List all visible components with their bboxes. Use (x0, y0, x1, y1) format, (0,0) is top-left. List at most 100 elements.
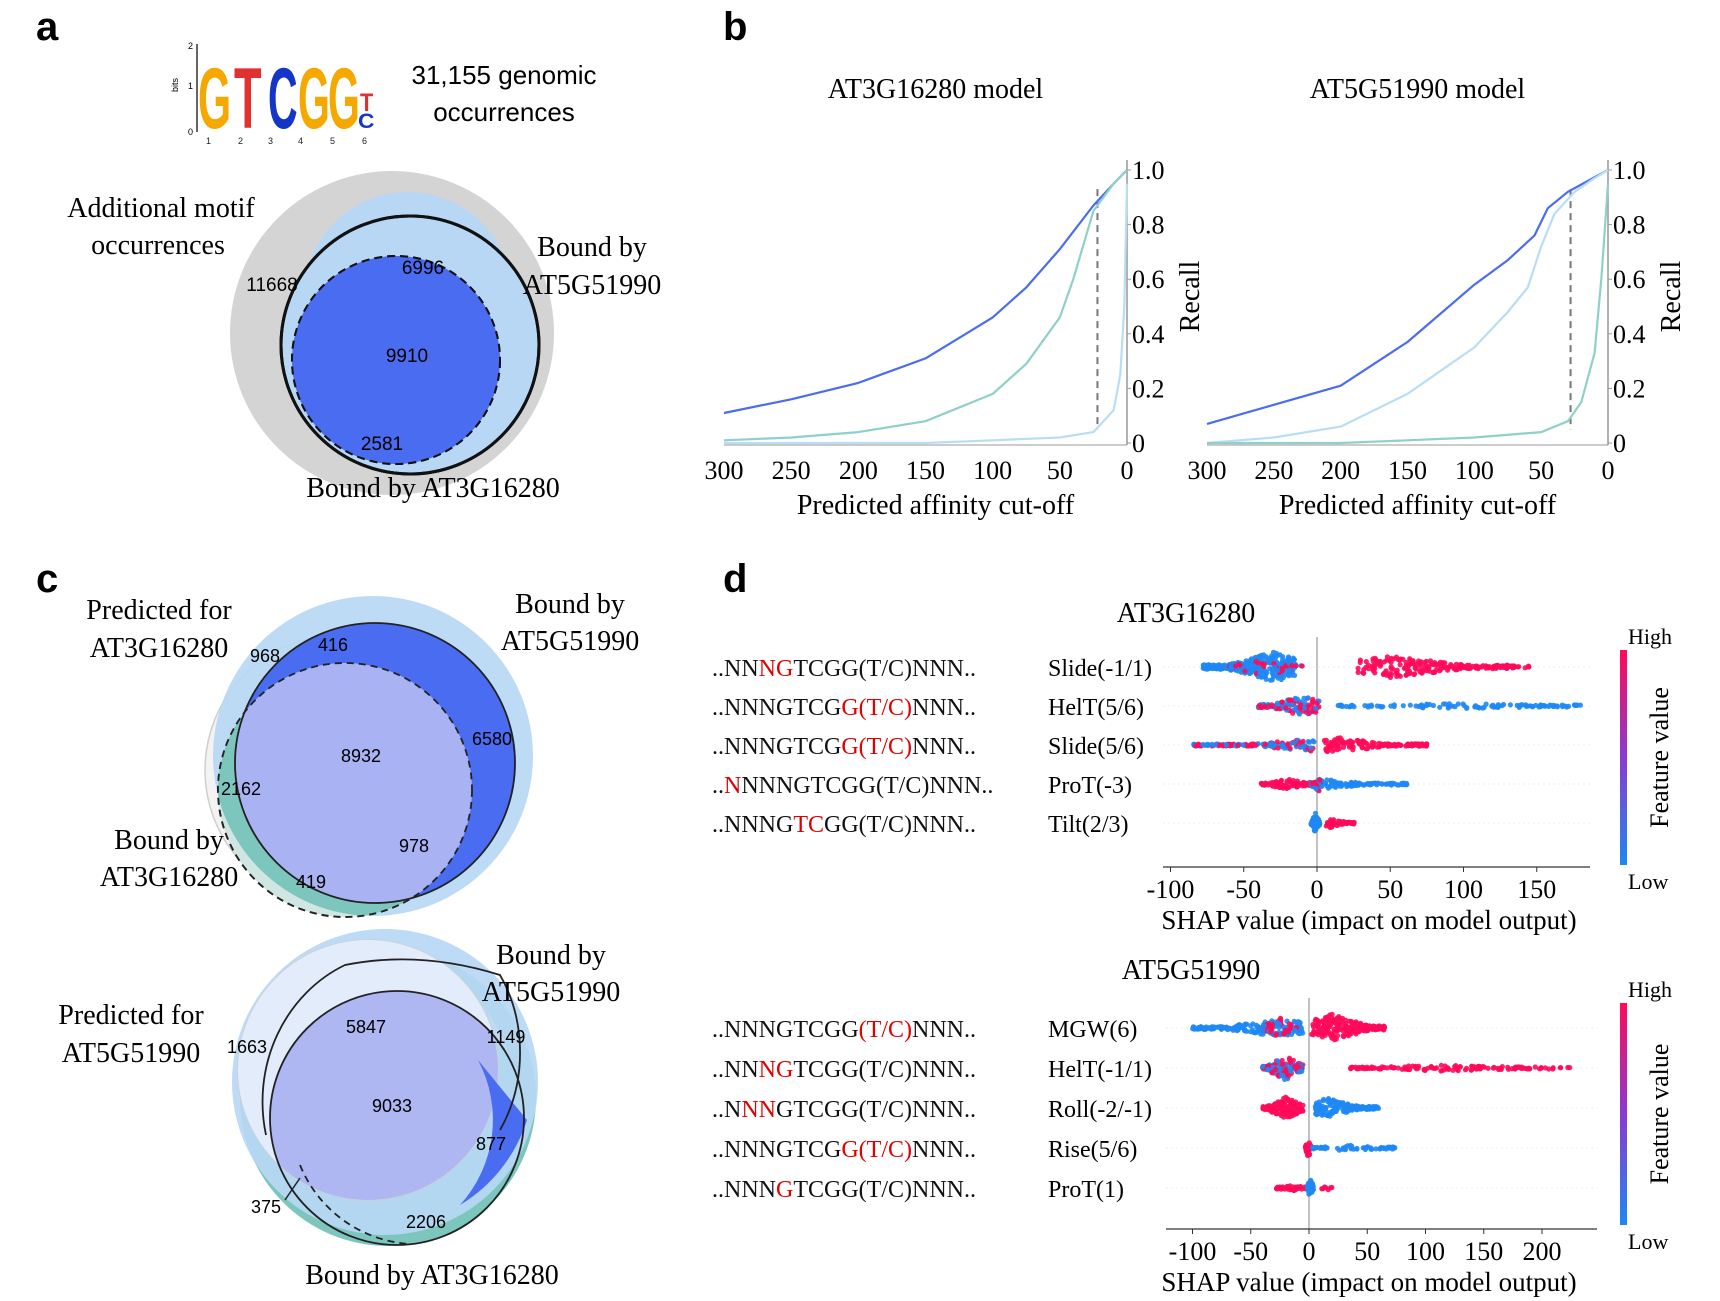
bound-a-at3g16280: Bound by AT3G16280 (306, 473, 560, 504)
sequence-label: ..NNNGTCGG(T/C)NNN.. (712, 1137, 976, 1163)
shap-point (1289, 702, 1295, 708)
shap-point (1343, 781, 1349, 787)
y-tick-label: 0.4 (1132, 320, 1165, 349)
shap-point (1313, 786, 1319, 792)
shap-point (1314, 1144, 1320, 1150)
venn-c-top-count-416: 416 (318, 635, 348, 655)
shap-point (1355, 665, 1361, 671)
shap-point (1328, 1017, 1334, 1023)
shap-point (1530, 704, 1536, 710)
sequence-label: ..NNNGTCGG(T/C)NNN.. (712, 1177, 976, 1203)
x-tick-label: 0 (1602, 456, 1615, 485)
y-tick-label: 0.8 (1132, 211, 1165, 240)
y-tick-label: 0.4 (1613, 320, 1646, 349)
shap-point (1292, 1107, 1298, 1113)
panel-letter-d: d (723, 557, 747, 601)
shap-point (1263, 676, 1269, 682)
shap-point (1532, 1064, 1538, 1070)
shap-point (1300, 1030, 1306, 1036)
sequence-segment: TC (793, 812, 824, 838)
shap-point (1349, 1107, 1355, 1113)
shap-point (1344, 1109, 1350, 1115)
shap-point (1328, 777, 1334, 783)
shap-point (1416, 741, 1422, 747)
sequence-segment: ..N (712, 1097, 741, 1123)
venn-a-count-teal: 2581 (361, 434, 403, 455)
colorbar (1620, 1003, 1627, 1225)
venn-c-bottom-leader-line (284, 1177, 301, 1201)
shap-point (1469, 1064, 1476, 1070)
sequence-segment: (T/C) (859, 1017, 912, 1043)
logo-pos-6: 6 (362, 136, 367, 146)
shap-point (1370, 663, 1376, 669)
shap-point (1369, 781, 1375, 787)
logo-letter-t1: T (234, 50, 262, 146)
shap-point (1316, 1099, 1322, 1105)
shap-point (1296, 711, 1303, 717)
shap-point (1449, 703, 1456, 709)
y-tick-label: 0 (1132, 429, 1145, 458)
shap-point (1273, 783, 1279, 789)
shap-point (1286, 1021, 1292, 1027)
shap-point (1356, 1064, 1362, 1071)
shap-plot-at3g16280: AT3G16280..NNNGTCGG(T/C)NNN.. Slide(-1/1)… (712, 598, 1674, 935)
shap-point (1261, 781, 1268, 788)
colorbar-low: Low (1628, 1229, 1668, 1254)
recall-chart-at3g16280: AT3G16280 model 300 250 200 150 100 50 00 0.2 0.4… (705, 74, 1207, 521)
shap-point (1406, 1063, 1412, 1069)
shap-point (1424, 741, 1430, 747)
shap-point (1311, 827, 1317, 834)
shap-x-axis-label: SHAP value (impact on model output) (1161, 1267, 1576, 1297)
shap-x-tick-label: 50 (1354, 1237, 1380, 1266)
feature-label: ProT(-3) (1048, 773, 1132, 799)
shap-point (1256, 654, 1262, 660)
y-tick-label: 1.0 (1132, 156, 1165, 185)
shap-point (1348, 1144, 1354, 1151)
shap-point (1280, 674, 1286, 681)
shap-point (1327, 1113, 1333, 1119)
shap-point (1280, 1105, 1286, 1112)
x-axis-label: Predicted affinity cut-off (1279, 490, 1557, 521)
c-bottom-pred-line1: Predicted for (58, 1000, 204, 1031)
venn-a-count-center: 9910 (386, 346, 428, 367)
shap-point (1236, 661, 1242, 667)
shap-point (1338, 782, 1345, 788)
occurrences-line1: 31,155 genomic (411, 60, 596, 90)
shap-point (1370, 1103, 1376, 1110)
shap-point (1567, 1065, 1573, 1071)
colorbar-label: Feature value (1645, 1044, 1674, 1185)
shap-point (1349, 1064, 1356, 1070)
shap-point (1387, 742, 1393, 748)
shap-point (1465, 664, 1471, 671)
shap-x-tick-label: 100 (1406, 1237, 1445, 1266)
sequence-segment: G(T/C) (841, 1137, 912, 1163)
shap-point (1291, 1064, 1297, 1070)
shap-point (1415, 1065, 1421, 1071)
shap-x-tick-label: -50 (1233, 1237, 1268, 1266)
venn-c-bottom-count-877: 877 (476, 1134, 506, 1154)
sequence-segment: NNN.. (912, 1137, 976, 1163)
shap-point (1274, 739, 1280, 745)
shap-x-axis-label: SHAP value (impact on model output) (1161, 905, 1576, 935)
shap-point (1372, 1025, 1378, 1031)
colorbar-low: Low (1628, 869, 1668, 894)
shap-point (1326, 744, 1332, 750)
shap-point (1472, 704, 1478, 710)
shap-point (1330, 748, 1336, 754)
shap-point (1438, 1062, 1444, 1068)
shap-point (1516, 1064, 1522, 1070)
sequence-segment: ..NNNGTCGG (712, 1017, 859, 1043)
shap-point (1463, 1065, 1470, 1071)
shap-point (1348, 1024, 1355, 1030)
logo-tick-2: 2 (188, 41, 193, 51)
shap-point (1483, 665, 1489, 671)
shap-point (1307, 1183, 1313, 1189)
venn-a: 11668 6996 9910 2581 (230, 171, 554, 495)
venn-c-top-center (235, 663, 472, 903)
chart-title: AT5G51990 model (1310, 74, 1526, 105)
shap-x-tick-label: 150 (1464, 1237, 1503, 1266)
sequence-label: ..NNNGTCGG(T/C)NNN.. (712, 695, 976, 721)
sequence-segment: ..NNNGTCG (712, 1137, 841, 1163)
shap-point (1277, 779, 1284, 785)
